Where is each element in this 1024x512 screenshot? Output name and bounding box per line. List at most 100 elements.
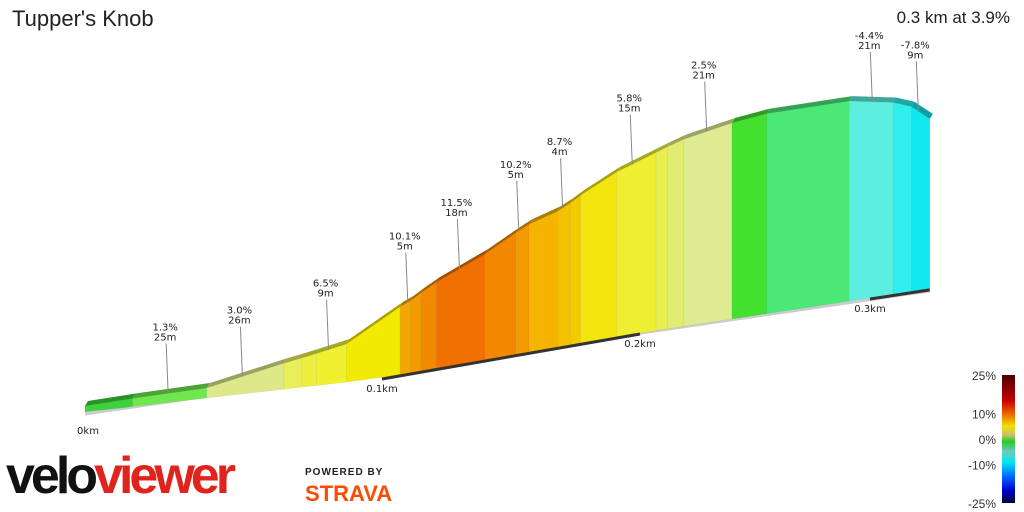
profile-segment-top xyxy=(557,198,574,212)
annotation-leader-line xyxy=(326,299,330,350)
profile-segment xyxy=(892,102,912,295)
profile-segment xyxy=(580,171,618,344)
profile-segment xyxy=(346,306,401,383)
profile-segment xyxy=(557,202,571,348)
profile-segment xyxy=(420,282,437,372)
profile-segment xyxy=(435,253,486,369)
profile-segment-top xyxy=(283,353,305,364)
annotation-length: 26m xyxy=(228,316,250,327)
profile-segment-top-shade xyxy=(206,358,287,389)
legend-tick-label: -25% xyxy=(968,497,996,511)
profile-segment-top-shade xyxy=(316,339,350,354)
profile-segment-top-shade xyxy=(911,101,933,119)
annotation-grade: 10.1% xyxy=(389,232,421,243)
profile-segment-top-shade xyxy=(766,96,853,114)
annotation-grade: 5.8% xyxy=(617,93,642,104)
page-title: Tupper's Knob xyxy=(12,6,154,31)
profile-segment-top xyxy=(301,348,320,359)
legend-colorbar xyxy=(1002,375,1015,503)
profile-segment xyxy=(410,292,421,374)
annotation-grade: -4.4% xyxy=(855,31,884,42)
profile-segment-top-shade xyxy=(667,134,687,147)
x-tick-label: 0.1km xyxy=(366,384,397,395)
annotation-length: 21m xyxy=(692,71,714,82)
annotation-leader-line xyxy=(239,326,243,377)
profile-segment-top-shade xyxy=(85,393,136,406)
annotation-length: 9m xyxy=(907,50,923,61)
profile-segment-top xyxy=(206,358,287,389)
profile-segment-top xyxy=(656,141,671,153)
annotation-grade: 11.5% xyxy=(441,198,473,209)
profile-segment xyxy=(667,138,684,330)
annotation-leader-line xyxy=(516,180,520,231)
profile-segment-top-shade xyxy=(400,296,414,307)
profile-segment-top xyxy=(132,383,210,399)
annotation-grade: 6.5% xyxy=(313,279,338,290)
annotation-length: 15m xyxy=(618,103,640,114)
profile-segment-top-shade xyxy=(580,167,620,196)
annotation-length: 9m xyxy=(317,289,333,300)
profile-segment-top xyxy=(766,96,853,114)
profile-segment xyxy=(911,106,931,292)
legend-tick-label: 0% xyxy=(979,433,997,447)
profile-segment-top xyxy=(346,301,404,345)
legend-tick-label: 25% xyxy=(972,369,996,383)
annotation-grade: 10.2% xyxy=(500,160,532,171)
segment-summary: 0.3 km at 3.9% xyxy=(896,8,1010,27)
profile-segment xyxy=(731,113,767,320)
annotation-length: 18m xyxy=(445,208,467,219)
profile-segment-top xyxy=(316,339,350,354)
annotation-length: 5m xyxy=(397,242,413,253)
profile-segment-top xyxy=(732,108,770,123)
profile-segment-top-shade xyxy=(132,383,210,399)
profile-segment-top-shade xyxy=(485,227,520,254)
profile-segment xyxy=(655,146,668,331)
powered-by-label: POWERED BY xyxy=(305,467,384,478)
profile-segment-top xyxy=(529,206,561,225)
annotation-leader-line xyxy=(915,61,919,112)
profile-segment-top-shade xyxy=(420,277,440,294)
profile-segment-top xyxy=(400,296,414,307)
profile-segment-top-shade xyxy=(893,97,915,107)
profile-segment-top xyxy=(667,134,687,147)
legend-tick-label: 10% xyxy=(972,407,996,421)
annotation-grade: 2.5% xyxy=(691,61,716,72)
profile-segment-top-shade xyxy=(570,190,584,204)
annotation-grade: -7.8% xyxy=(901,40,930,51)
profile-segment-top-shade xyxy=(516,219,533,233)
annotation-leader-line xyxy=(869,51,873,102)
profile-segment-top-shade xyxy=(436,249,489,283)
veloviewer-logo: veloviewer xyxy=(6,447,236,505)
profile-segment-top-shade xyxy=(346,301,404,345)
annotation-grade: 3.0% xyxy=(227,306,252,317)
profile-segment-top-shade xyxy=(529,206,561,225)
profile-segment-top xyxy=(485,227,520,254)
annotation-grade: 8.7% xyxy=(547,137,572,148)
profile-segment xyxy=(301,353,317,388)
profile-segment xyxy=(515,223,530,355)
profile-segment xyxy=(528,211,558,353)
annotation-leader-line xyxy=(629,114,633,165)
km-band xyxy=(869,288,931,301)
x-tick-label: 0.3km xyxy=(854,304,885,315)
annotation-leader-line xyxy=(704,81,708,132)
annotation-grade: 1.3% xyxy=(152,323,177,334)
profile-segment xyxy=(683,122,733,327)
x-tick-label: 0km xyxy=(77,426,99,437)
legend-tick-label: -10% xyxy=(968,459,996,473)
annotation-leader-line xyxy=(560,158,564,209)
annotation-length: 25m xyxy=(154,333,176,344)
km-band xyxy=(381,332,641,381)
profile-segment-top-shade xyxy=(557,198,574,212)
profile-segment xyxy=(570,194,581,346)
annotation-length: 21m xyxy=(858,41,880,52)
profile-segment-top-shade xyxy=(656,141,671,153)
profile-segment-top-shade xyxy=(616,147,660,173)
profile-segment-top xyxy=(85,393,136,406)
profile-segment-top-shade xyxy=(732,108,770,123)
annotation-leader-line xyxy=(405,252,409,303)
x-tick-label: 0.2km xyxy=(624,339,655,350)
profile-segment-top-shade xyxy=(410,288,424,302)
profile-segment-top xyxy=(616,147,660,173)
